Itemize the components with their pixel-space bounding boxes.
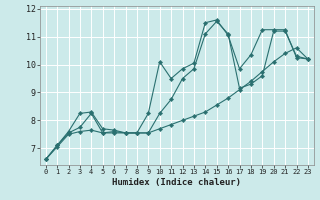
X-axis label: Humidex (Indice chaleur): Humidex (Indice chaleur) — [112, 178, 241, 187]
